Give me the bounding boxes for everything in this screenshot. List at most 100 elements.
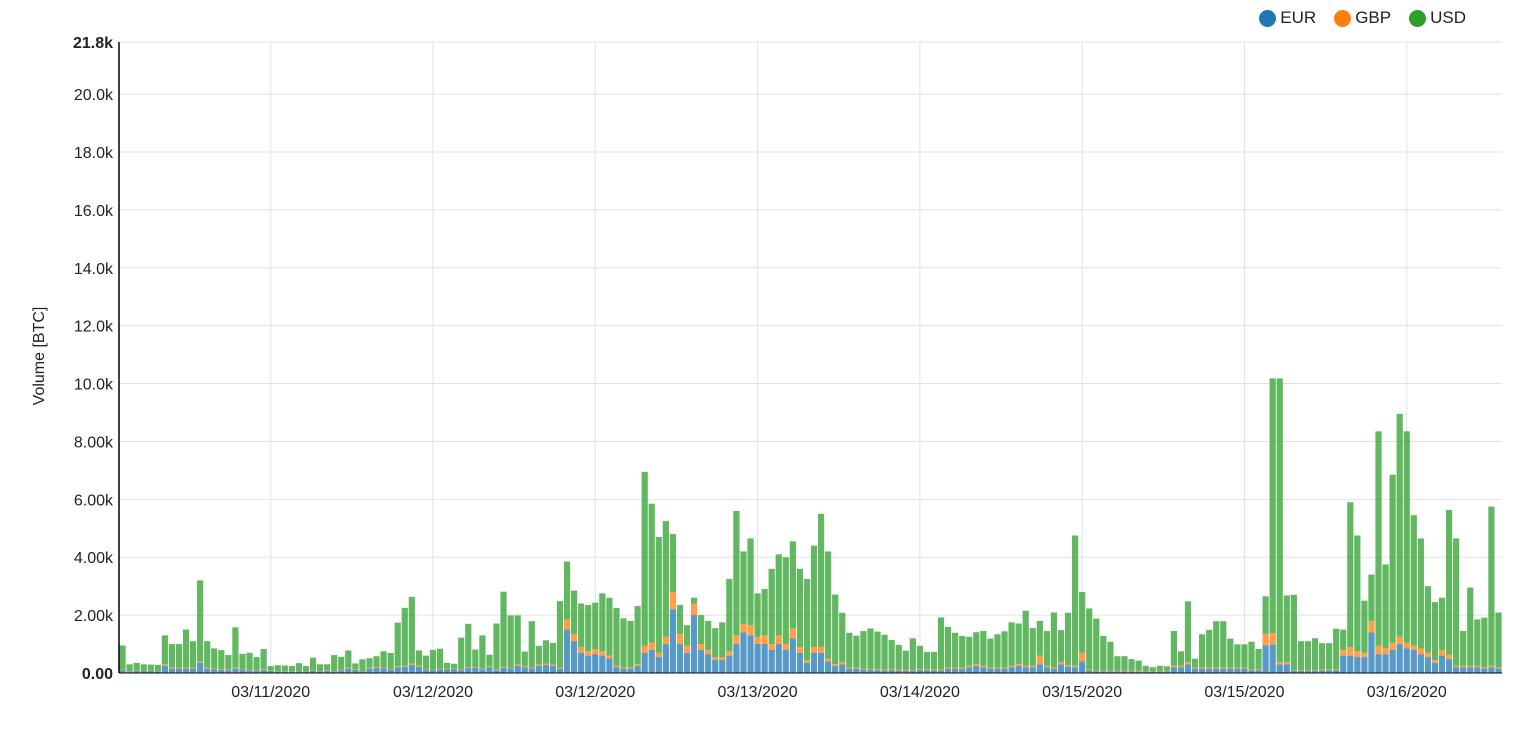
bar-segment-eur	[521, 667, 528, 673]
bar-segment-eur	[1283, 664, 1290, 673]
bar-segment-usd	[458, 637, 465, 670]
bar-segment-gbp	[1290, 670, 1297, 671]
bar-segment-gbp	[422, 668, 430, 670]
bar-segment-usd	[627, 620, 634, 668]
bar-segment-eur	[592, 654, 599, 673]
bar-segment-usd	[274, 665, 281, 671]
bar-segment-usd	[345, 650, 352, 668]
bar-segment-gbp	[1297, 670, 1305, 671]
bar-segment-usd	[1396, 413, 1403, 637]
bar-segment-eur	[796, 652, 804, 673]
bar-segment-usd	[182, 629, 190, 668]
bar-segment-usd	[768, 568, 775, 645]
bar-segment-gbp	[1368, 620, 1375, 633]
bar-segment-gbp	[959, 667, 966, 669]
bar-segment-usd	[1438, 597, 1446, 650]
bar-segment-gbp	[634, 664, 641, 666]
bar-segment-gbp	[578, 646, 585, 653]
bar-segment-eur	[514, 665, 521, 673]
bar-segment-eur	[803, 662, 811, 673]
bar-segment-eur	[1488, 667, 1495, 673]
bar-segment-gbp	[648, 642, 655, 650]
bar-segment-eur	[1403, 648, 1410, 673]
bar-segment-usd	[429, 649, 437, 670]
bar-segment-eur	[676, 644, 684, 673]
bar-segment-eur	[1311, 670, 1319, 673]
bar-segment-usd	[1177, 651, 1185, 666]
bar-segment-usd	[1467, 587, 1474, 666]
bar-segment-usd	[295, 663, 303, 671]
bar-segment-eur	[309, 670, 317, 673]
bar-segment-eur	[1481, 668, 1488, 673]
bar-segment-eur	[1262, 645, 1269, 673]
bar-segment-gbp	[394, 666, 401, 668]
bar-segment-usd	[1354, 535, 1361, 652]
bar-segment-gbp	[895, 669, 902, 671]
bar-segment-gbp	[436, 668, 444, 670]
bar-segment-gbp	[1234, 667, 1241, 669]
bar-segment-gbp	[486, 666, 493, 668]
bar-segment-eur	[1128, 671, 1135, 673]
bar-segment-eur	[994, 668, 1001, 673]
bar-segment-gbp	[952, 667, 959, 669]
bar-segment-usd	[952, 632, 959, 668]
bar-segment-gbp	[211, 668, 218, 670]
bar-segment-usd	[966, 636, 973, 666]
bar-segment-eur	[1424, 657, 1432, 673]
bar-segment-gbp	[253, 670, 260, 671]
y-tick-label: 8.00k	[74, 434, 114, 451]
bar-segment-gbp	[1255, 669, 1262, 671]
bar-segment-usd	[133, 662, 140, 671]
legend-item-gbp[interactable]: GBP	[1334, 8, 1391, 28]
bar-segment-gbp	[987, 667, 994, 669]
bar-segment-eur	[1086, 670, 1093, 673]
bar-segment-gbp	[888, 668, 895, 670]
y-axis-label: Volume [BTC]	[31, 307, 48, 406]
bar-segment-eur	[860, 669, 867, 673]
bar-segment-gbp	[267, 670, 274, 671]
x-tick-label: 03/15/2020	[1204, 684, 1284, 701]
bar-segment-eur	[168, 668, 176, 673]
bar-segment-gbp	[563, 619, 571, 630]
bar-segment-usd	[338, 656, 345, 670]
bar-segment-usd	[1100, 635, 1107, 671]
bar-segment-usd	[1424, 586, 1432, 653]
bar-segment-usd	[1184, 601, 1192, 662]
bar-segment-eur	[1206, 668, 1213, 673]
bar-segment-eur	[1290, 670, 1297, 673]
bar-segment-gbp	[1057, 662, 1065, 665]
bar-segment-eur	[719, 659, 726, 673]
bar-segment-usd	[959, 635, 966, 668]
bar-segment-gbp	[1262, 633, 1269, 646]
legend-item-eur[interactable]: EUR	[1259, 8, 1316, 28]
bar-segment-eur	[1297, 670, 1305, 673]
bars	[119, 378, 1502, 673]
bar-segment-usd	[1474, 619, 1481, 666]
bar-segment-eur	[733, 644, 740, 673]
bar-segment-usd	[683, 625, 691, 646]
bar-segment-usd	[1241, 644, 1248, 668]
bar-segment-gbp	[1283, 662, 1290, 665]
bar-segment-gbp	[627, 667, 634, 669]
legend-item-usd[interactable]: USD	[1409, 8, 1466, 28]
bar-segment-eur	[1438, 655, 1446, 673]
bar-segment-gbp	[1495, 667, 1502, 669]
bar-segment-gbp	[380, 667, 387, 669]
bar-segment-gbp	[1227, 667, 1234, 669]
bar-segment-usd	[161, 635, 168, 665]
bar-segment-eur	[1015, 665, 1022, 673]
x-tick-label: 03/11/2020	[231, 684, 310, 701]
bar-segment-usd	[1029, 628, 1036, 666]
bar-segment-eur	[1107, 671, 1114, 673]
bar-segment-usd	[1495, 612, 1502, 668]
bar-segment-eur	[662, 644, 669, 673]
bar-segment-usd	[803, 578, 811, 660]
y-tick-label: 18.0k	[74, 145, 114, 162]
bar-segment-usd	[507, 615, 514, 668]
bar-segment-usd	[436, 648, 444, 669]
bar-segment-gbp	[726, 651, 733, 656]
bar-segment-eur	[1043, 667, 1050, 673]
bar-segment-usd	[705, 620, 712, 650]
bar-segment-gbp	[747, 625, 754, 636]
bar-segment-gbp	[1438, 649, 1446, 656]
